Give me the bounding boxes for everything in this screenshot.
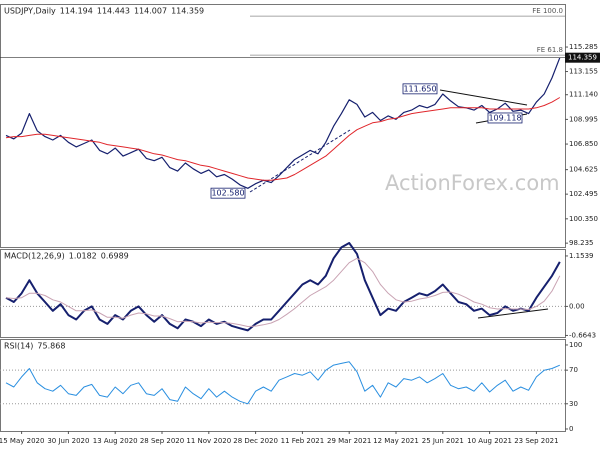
fib-label: FE 100.0 [532,7,563,15]
y-tick-label: 100.350 [569,215,598,223]
y-tick-label: 111.140 [569,91,598,99]
quote-value: 114.194 [60,7,93,16]
panel-title: RSI(14) [4,342,33,351]
quote-value: 0.6989 [101,252,129,261]
y-tick-label: 108.995 [569,115,598,123]
price-label-box [210,187,246,199]
x-tick-label: 12 May 2021 [373,437,419,445]
quote-value: 114.359 [171,7,204,16]
series-line [5,97,561,181]
x-tick-label: 10 Aug 2021 [467,437,512,445]
trend-line [477,308,549,319]
x-tick-label: 28 Dec 2020 [233,437,278,445]
x-tick-label: 15 May 2020 [0,437,44,445]
y-tick-label: 104.625 [569,166,598,174]
quote-value: 114.443 [97,7,130,16]
y-tick-label: 115.285 [569,43,598,51]
y-tick-label: 98.235 [569,239,594,247]
y-tick-label: 1.1539 [569,252,594,260]
macd-panel [0,249,566,338]
y-tick-label: 70 [569,366,578,374]
x-tick-label: 25 Jun 2021 [422,437,464,445]
y-tick-label: -0.6643 [569,331,596,339]
trend-line [249,129,351,193]
x-tick-label: 13 Aug 2020 [93,437,138,445]
x-tick-label: 28 Sep 2020 [140,437,184,445]
price-panel [0,4,566,248]
y-tick-label: 106.850 [569,140,598,148]
series-line [5,242,561,332]
price-label: 109.118 [488,113,521,122]
price-label-box [487,112,523,124]
y-tick-label: 100 [569,341,582,349]
x-tick-label: 23 Sep 2021 [514,437,558,445]
quote-value: 114.007 [134,7,167,16]
price-label-box [402,83,438,95]
panel-title: USDJPY,Daily [4,7,56,16]
price-label: 111.650 [403,84,436,93]
series-line [5,257,561,327]
last-price-box [565,52,600,63]
x-tick-label: 30 Jun 2020 [47,437,89,445]
y-tick-label: 102.495 [569,190,598,198]
series-line [5,361,560,405]
panel-title: MACD(12,26,9) [4,252,65,261]
y-tick-label: 113.155 [569,68,598,76]
watermark: ActionForex.com [385,171,560,195]
last-price-label: 114.359 [568,54,597,62]
quote-value: 75.868 [37,342,65,351]
quote-value: 1.0182 [69,252,97,261]
fib-label: FE 61.8 [537,46,563,54]
x-tick-label: 29 Mar 2021 [327,437,371,445]
y-tick-label: 30 [569,400,578,408]
rsi-panel [0,339,566,432]
y-tick-label: 0.00 [569,302,585,310]
x-tick-label: 11 Feb 2021 [281,437,325,445]
trend-line [439,89,528,106]
x-tick-label: 11 Nov 2020 [186,437,231,445]
y-tick-label: 0 [569,425,573,433]
price-label: 102.580 [211,189,244,198]
